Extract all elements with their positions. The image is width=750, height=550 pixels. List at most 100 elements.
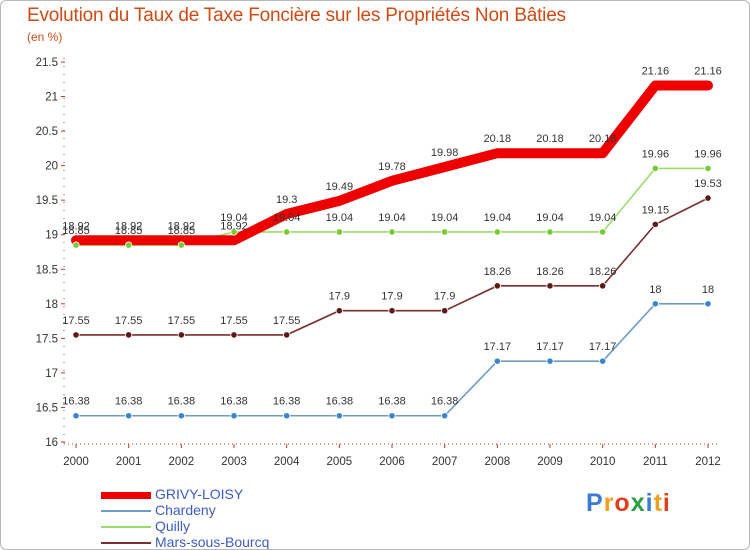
chart-title: Evolution du Taux de Taxe Foncière sur l…: [27, 5, 566, 26]
data-point: [599, 228, 607, 236]
data-label: 19.04: [273, 212, 301, 224]
data-label: 19.49: [326, 181, 354, 193]
data-label: 18.85: [168, 225, 196, 237]
logo-letter: o: [614, 489, 631, 517]
y-tick-label: 18.5: [36, 264, 58, 276]
x-tick-label: 2002: [169, 456, 195, 468]
data-label: 19.53: [694, 178, 722, 190]
data-point: [125, 412, 133, 420]
data-label: 18: [649, 284, 661, 296]
data-point: [651, 220, 659, 228]
y-unit-label: (en %): [27, 30, 63, 44]
x-tick-label: 2008: [485, 456, 511, 468]
data-label: 19.98: [431, 147, 459, 159]
data-label: 18.92: [168, 220, 196, 232]
legend-swatch: [101, 510, 151, 512]
data-label: 19.96: [694, 148, 722, 160]
logo-letter: r: [603, 489, 615, 517]
series-line-grivy-loisy: [71, 80, 713, 246]
data-label: 16.38: [168, 396, 196, 408]
data-label: 16.38: [273, 396, 301, 408]
data-label: 18.85: [62, 225, 90, 237]
data-point: [177, 241, 185, 249]
data-point: [72, 241, 80, 249]
y-tick-label: 17.5: [36, 333, 58, 345]
data-label: 19.04: [378, 212, 406, 224]
data-label: 20.18: [536, 133, 564, 145]
data-point: [599, 282, 607, 290]
data-label: 16.38: [326, 396, 354, 408]
data-point: [72, 331, 80, 339]
logo-letter: i: [662, 489, 671, 517]
data-point: [388, 228, 396, 236]
x-tick-label: 2004: [274, 456, 300, 468]
legend-swatch: [101, 492, 151, 499]
legend-label: Quilly: [155, 518, 191, 534]
data-label: 20.18: [484, 133, 512, 145]
x-tick-label: 2011: [643, 456, 668, 468]
y-tick-label: 16: [45, 437, 58, 449]
data-point: [335, 228, 343, 236]
data-labels: 18.92 18.92 18.92 18.92 19.3 19.49 19.78 19.98 2…: [62, 65, 722, 407]
logo-letter: t: [653, 489, 663, 517]
data-point: [125, 241, 133, 249]
data-label: 17.9: [381, 291, 402, 303]
x-tick-label: 2007: [432, 456, 458, 468]
data-label: 16.38: [115, 396, 143, 408]
data-label: 16.38: [220, 396, 248, 408]
data-point: [441, 307, 449, 315]
x-tick-label: 2006: [379, 456, 405, 468]
data-point: [546, 357, 554, 365]
x-tick-label: 2001: [116, 456, 142, 468]
data-label: 17.55: [273, 315, 301, 327]
data-point: [230, 228, 238, 236]
data-point: [388, 412, 396, 420]
series-points: [72, 164, 712, 420]
data-point: [441, 412, 449, 420]
data-label: 17.55: [168, 315, 196, 327]
data-label: 18.92: [220, 220, 248, 232]
logo-letter: x: [630, 489, 646, 517]
legend-swatch: [101, 526, 151, 528]
data-point: [546, 228, 554, 236]
data-label: 18.92: [62, 220, 90, 232]
data-label: 18.85: [115, 225, 143, 237]
data-label: 20.18: [589, 133, 617, 145]
data-point: [441, 228, 449, 236]
data-point: [493, 228, 501, 236]
data-label: 19.04: [220, 212, 248, 224]
data-point: [599, 357, 607, 365]
data-label: 21.16: [642, 65, 670, 77]
data-point: [177, 412, 185, 420]
x-tick-label: 2009: [537, 456, 563, 468]
data-label: 18.92: [115, 220, 143, 232]
data-point: [283, 331, 291, 339]
data-label: 18: [702, 284, 714, 296]
data-point: [283, 412, 291, 420]
data-label: 16.38: [62, 396, 90, 408]
data-point: [704, 164, 712, 172]
logo-letter: P: [586, 489, 604, 517]
data-point: [230, 331, 238, 339]
data-point: [283, 228, 291, 236]
data-label: 19.04: [326, 212, 354, 224]
y-tick-label: 19.5: [36, 195, 58, 207]
x-tick-label: 2003: [221, 456, 247, 468]
y-tick-label: 17: [45, 368, 58, 380]
data-label: 17.55: [220, 315, 248, 327]
data-label: 18.26: [536, 266, 564, 278]
x-tick-label: 2010: [590, 456, 616, 468]
axes: 16 16.5 17 17.5 18 18.5 19 19.5 20 20.5 21 21.5 2000…: [36, 57, 721, 468]
data-label: 17.55: [115, 315, 143, 327]
data-label: 17.55: [62, 315, 90, 327]
logo-letter: i: [645, 489, 654, 517]
x-tick-label: 2000: [63, 456, 89, 468]
data-point: [72, 412, 80, 420]
data-label: 19.78: [378, 161, 406, 173]
x-tick-label: 2005: [327, 456, 353, 468]
y-tick-label: 20: [45, 161, 58, 173]
data-label: 16.38: [378, 396, 406, 408]
legend-label: Mars-sous-Bourcq: [155, 534, 270, 550]
x-tick-label: 2012: [695, 456, 721, 468]
